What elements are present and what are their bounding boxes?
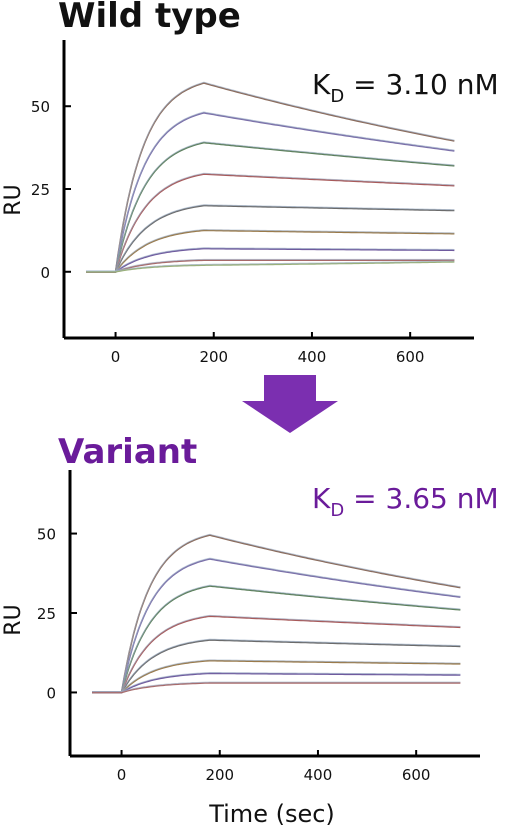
wild-type-panel: Wild type KD = 3.10 nM 0 25 50 0 200 400 600 R… (1, 0, 499, 366)
y-tick-label: 0 (40, 264, 50, 282)
y-tick-label: 50 (31, 98, 50, 116)
fit-curve (86, 204, 455, 272)
kd-value: = 3.65 nM (344, 482, 498, 515)
fit-curve (86, 111, 455, 272)
sensorgram-curve (92, 659, 461, 694)
fit-curve (86, 260, 455, 272)
x-tick-label: 200 (199, 348, 228, 366)
y-tick-label: 0 (46, 684, 56, 702)
fit-curve (86, 258, 455, 272)
fit-curve (92, 672, 461, 693)
fit-curve (92, 584, 461, 693)
y-tick-label: 25 (31, 181, 50, 199)
variant-axes: 0 25 50 0 200 400 600 (37, 470, 480, 784)
fit-curve (86, 229, 455, 272)
fit-curve (92, 614, 461, 693)
kd-value: = 3.10 nM (344, 68, 498, 101)
fit-curve (92, 681, 461, 693)
sensorgram-curve (92, 672, 461, 694)
x-tick-label: 0 (111, 348, 121, 366)
kd-subscript: D (330, 86, 344, 107)
x-tick-label: 600 (402, 766, 431, 784)
fit-curve (92, 557, 461, 693)
sensorgram-curve (92, 682, 461, 694)
sensorgram-curve (86, 259, 455, 273)
y-tick-label: 25 (37, 605, 56, 623)
variant-y-axis-label: RU (1, 604, 26, 635)
sensorgram-curve (86, 204, 455, 273)
sensorgram-curve (86, 229, 455, 273)
x-tick-label: 400 (298, 348, 327, 366)
wild-type-y-axis-label: RU (1, 184, 26, 215)
fit-curve (92, 659, 461, 693)
fit-curve (86, 247, 455, 272)
variant-title: Variant (58, 432, 197, 472)
sensorgram-curve (92, 585, 461, 694)
x-tick-label: 600 (396, 348, 425, 366)
wild-type-axes: 0 25 50 0 200 400 600 (31, 40, 474, 366)
fit-curve (92, 533, 461, 693)
wild-type-title: Wild type (58, 0, 241, 36)
y-tick-label: 50 (37, 526, 56, 544)
down-arrow-icon (242, 375, 338, 433)
sensorgram-curve (86, 247, 455, 273)
sensorgram-curve (92, 639, 461, 694)
sensorgram-curve (86, 173, 455, 273)
sensorgram-curve (92, 534, 461, 694)
x-tick-label: 400 (304, 766, 333, 784)
x-tick-label: 0 (117, 766, 127, 784)
fit-curve (86, 141, 455, 272)
variant-x-axis-label: Time (sec) (208, 800, 335, 828)
wild-type-kd-annotation: KD = 3.10 nM (312, 68, 499, 107)
variant-kd-annotation: KD = 3.65 nM (312, 482, 499, 521)
fit-curve (86, 172, 455, 272)
fit-curve (92, 638, 461, 693)
wild-type-series (86, 81, 455, 273)
kd-subscript: D (330, 500, 344, 521)
kd-k: K (312, 68, 331, 101)
kd-k: K (312, 482, 331, 515)
sensorgram-curve (92, 615, 461, 694)
x-tick-label: 200 (205, 766, 234, 784)
sensorgram-curve (86, 261, 455, 273)
fit-curve (86, 81, 455, 272)
variant-series (92, 533, 461, 694)
